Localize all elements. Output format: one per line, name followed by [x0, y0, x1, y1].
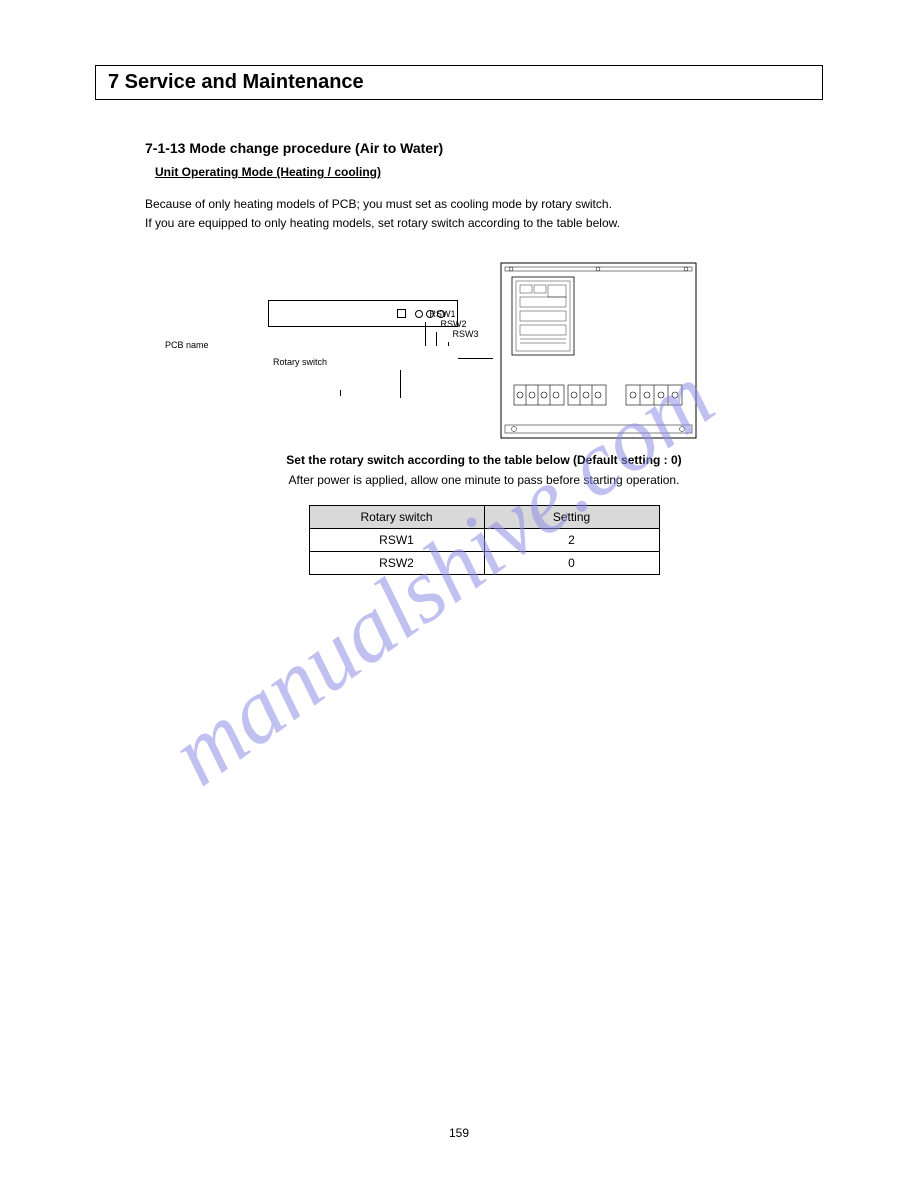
table-cell: 2: [484, 529, 659, 552]
strip-circle-icon: [426, 310, 434, 318]
pcb-name-label: PCB name: [165, 340, 209, 350]
figure-caption: Set the rotary switch according to the t…: [145, 453, 823, 467]
rotary-switch-label: Rotary switch: [273, 357, 327, 367]
callout-rsw3: RSW3: [453, 329, 479, 339]
figure-caption-sub: After power is applied, allow one minute…: [145, 473, 823, 487]
table-header-row: Rotary switch Setting: [309, 506, 659, 529]
table-header-cell: Setting: [484, 506, 659, 529]
section-name: Mode change procedure (Air to Water): [189, 140, 443, 156]
unit-schematic-icon: [496, 255, 701, 445]
strip-circle-icon: [437, 310, 445, 318]
table-cell: RSW2: [309, 552, 484, 575]
section-header-box: 7 Service and Maintenance: [95, 65, 823, 100]
leader-line-3: [448, 342, 449, 346]
settings-table: Rotary switch Setting RSW1 2 RSW2 0: [309, 505, 660, 575]
table-row: RSW1 2: [309, 529, 659, 552]
table-cell: RSW1: [309, 529, 484, 552]
strip-square-icon: [397, 309, 406, 318]
leader-horizontal: [458, 358, 493, 359]
subsection-number-title: 7-1-13 Mode change procedure (Air to Wat…: [145, 140, 823, 156]
section-prefix: 7-1-13: [145, 140, 185, 156]
mode-subtitle: Unit Operating Mode (Heating / cooling): [155, 165, 823, 179]
figure-block: RSW1 RSW2 RSW3: [145, 255, 823, 445]
page-number: 159: [0, 1126, 918, 1140]
pcb-detail-box: RSW1 RSW2 RSW3: [268, 300, 458, 327]
table-cell: 0: [484, 552, 659, 575]
pcb-strip: [268, 300, 458, 327]
table-row: RSW2 0: [309, 552, 659, 575]
body-line-2: If you are equipped to only heating mode…: [145, 216, 620, 230]
section-header-title: 7 Service and Maintenance: [108, 71, 810, 94]
diagram-row: RSW1 RSW2 RSW3: [145, 255, 823, 445]
body-line-1: Because of only heating models of PCB; y…: [145, 197, 612, 211]
leader-pcb-name: [340, 390, 341, 396]
strip-circle-icon: [415, 310, 423, 318]
content-section: 7-1-13 Mode change procedure (Air to Wat…: [145, 140, 823, 575]
table-header-cell: Rotary switch: [309, 506, 484, 529]
unit-drawing: [496, 255, 701, 448]
body-paragraph: Because of only heating models of PCB; y…: [145, 195, 823, 233]
leader-line-2: [436, 332, 437, 346]
leader-rotary: [400, 370, 401, 398]
